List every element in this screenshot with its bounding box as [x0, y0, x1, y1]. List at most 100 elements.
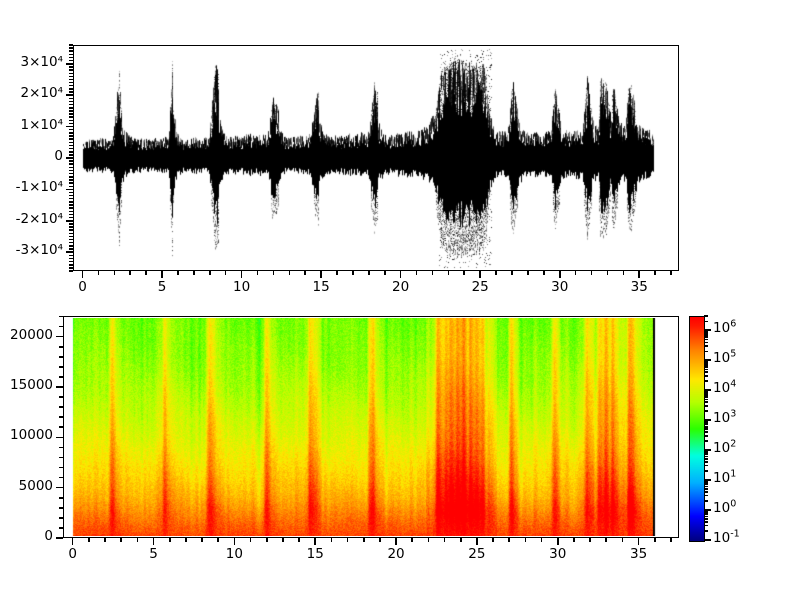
- waveform-y-tick: [69, 150, 73, 153]
- waveform-y-tick-minor: [69, 53, 73, 56]
- waveform-y-tick-minor: [69, 141, 73, 143]
- colorbar-tick: [704, 338, 708, 340]
- colorbar-tick: [704, 518, 708, 520]
- spectrogram-y-tick: [56, 335, 63, 338]
- waveform-y-tick-minor: [69, 59, 73, 62]
- colorbar-tick: [704, 452, 708, 454]
- colorbar-tick: [704, 390, 708, 393]
- waveform-y-tick: [69, 176, 73, 178]
- colorbar-tick: [704, 375, 708, 377]
- spectrogram-data-area: [64, 317, 678, 537]
- waveform-x-tick: [129, 271, 132, 275]
- colorbar-tick: [704, 345, 708, 347]
- waveform-x-tick: [479, 271, 481, 278]
- waveform-x-ticklabel: 0: [78, 279, 87, 295]
- colorbar-tick: [704, 428, 708, 430]
- waveform-trace: [74, 46, 678, 270]
- waveform-x-tick: [543, 271, 545, 275]
- spectrogram-x-tick: [476, 538, 478, 545]
- colorbar-tick: [704, 329, 711, 332]
- spectrogram-x-tick: [573, 538, 575, 542]
- waveform-y-tick: [69, 50, 73, 53]
- spectrogram-x-tick: [670, 538, 672, 542]
- waveform-y-tick-minor: [69, 254, 73, 256]
- waveform-y-tick: [66, 188, 73, 191]
- spectrogram-y-tick: [59, 345, 63, 348]
- waveform-x-tick: [113, 271, 116, 275]
- waveform-x-tick: [193, 271, 195, 275]
- colorbar-tick: [704, 539, 711, 541]
- spectrogram-x-tick: [282, 538, 284, 542]
- spectrogram-x-tick: [346, 538, 349, 542]
- spectrogram-y-tick: [59, 466, 63, 469]
- waveform-y-tick-minor: [69, 198, 73, 200]
- waveform-y-tick: [69, 81, 73, 84]
- waveform-y-tick-minor: [69, 229, 73, 231]
- colorbar-tick: [704, 482, 708, 484]
- colorbar-tick: [704, 470, 708, 472]
- waveform-y-ticklabel: -3×10⁴: [15, 242, 63, 259]
- spectrogram-x-ticklabel: 25: [468, 546, 486, 562]
- waveform-x-ticklabel: 10: [233, 279, 251, 295]
- waveform-x-ticklabel: 25: [471, 279, 489, 295]
- colorbar-tick: [704, 449, 711, 452]
- spectrogram-y-tick: [56, 537, 63, 539]
- spectrogram-x-tick: [201, 538, 203, 542]
- waveform-y-tick: [69, 245, 73, 247]
- waveform-y-tick: [69, 169, 73, 172]
- spectrogram-x-ticklabel: 10: [225, 546, 243, 562]
- waveform-y-tick-minor: [69, 248, 73, 250]
- spectrogram-y-ticklabel: 0: [44, 528, 53, 544]
- colorbar-tick: [704, 495, 708, 497]
- spectrogram-x-tick: [427, 538, 430, 542]
- colorbar-tick: [704, 394, 708, 396]
- waveform-y-tick: [69, 238, 73, 241]
- spectrogram-y-tick: [59, 527, 63, 529]
- colorbar-ticklabel: 10-1: [713, 528, 740, 546]
- waveform-x-tick: [97, 271, 100, 275]
- spectrogram-x-ticklabel: 30: [549, 546, 567, 562]
- spectrogram-y-tick: [59, 376, 63, 378]
- waveform-y-tick-minor: [69, 122, 73, 125]
- waveform-y-ticklabel: -1×10⁴: [15, 179, 63, 196]
- waveform-data-area: [74, 46, 678, 270]
- waveform-x-ticklabel: 35: [630, 279, 648, 295]
- waveform-y-tick-minor: [69, 78, 73, 81]
- spectrogram-x-tick: [492, 538, 494, 542]
- spectrogram-x-tick: [459, 538, 462, 542]
- colorbar-tick: [704, 424, 708, 426]
- colorbar-tick: [704, 336, 708, 338]
- waveform-y-tick-minor: [69, 91, 73, 93]
- waveform-x-tick: [622, 271, 625, 275]
- waveform-x-tick: [495, 271, 497, 275]
- waveform-y-tick: [66, 219, 73, 222]
- colorbar-tick: [704, 419, 711, 422]
- waveform-x-tick: [463, 271, 466, 275]
- spectrogram-y-tick: [59, 506, 63, 509]
- colorbar-tick: [704, 461, 708, 463]
- spectrogram-y-tick: [56, 486, 63, 489]
- waveform-x-tick: [574, 271, 577, 275]
- waveform-y-tick-minor: [69, 185, 73, 187]
- colorbar-tick: [704, 420, 708, 423]
- colorbar-tick: [704, 458, 708, 460]
- colorbar-tick: [704, 368, 708, 370]
- colorbar-tick: [704, 512, 708, 514]
- colorbar-tick: [704, 500, 708, 502]
- colorbar-tick: [704, 315, 708, 317]
- waveform-y-tick-minor: [69, 235, 73, 238]
- spectrogram-y-ticklabel: 20000: [10, 326, 53, 343]
- waveform-x-tick: [208, 271, 211, 275]
- waveform-y-tick: [66, 251, 73, 253]
- colorbar-tick: [704, 530, 708, 532]
- colorbar-tick: [704, 380, 708, 382]
- waveform-y-tick-minor: [69, 160, 73, 162]
- spectrogram-y-tick: [59, 406, 63, 408]
- spectrogram-x-tick: [589, 538, 591, 542]
- spectrogram-image: [64, 317, 678, 537]
- waveform-x-tick: [272, 271, 275, 275]
- spectrogram-x-tick: [508, 538, 511, 542]
- waveform-y-tick-minor: [69, 154, 73, 156]
